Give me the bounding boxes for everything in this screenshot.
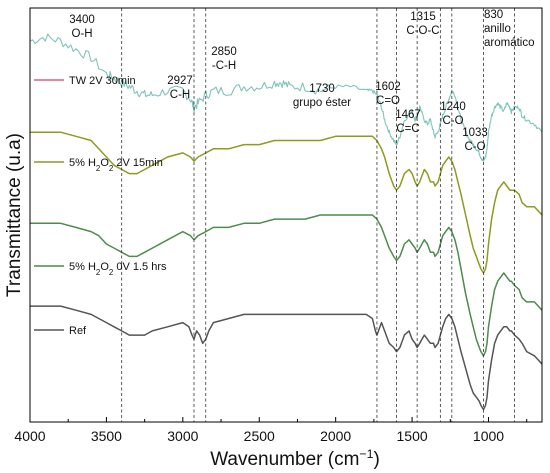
plot-frame — [29, 7, 543, 423]
label-run: O — [100, 261, 109, 273]
annotation-label: aromático — [484, 37, 535, 49]
x-tick-label: 2500 — [244, 428, 275, 444]
annotation-label: 830 — [484, 9, 503, 21]
legend-label: Ref — [69, 325, 87, 337]
annotation-label: C-H — [170, 89, 190, 101]
annotation-label: 3400 — [69, 14, 95, 26]
annotation-label: grupo éster — [293, 97, 351, 109]
series-line — [30, 131, 543, 274]
x-tick-label: 3000 — [167, 428, 198, 444]
x-tick-label: 3500 — [91, 428, 122, 444]
annotation-label: 1240 — [440, 101, 466, 113]
label-run: TW 2V 30min — [69, 75, 136, 87]
annotation-label: -C-H — [212, 60, 236, 72]
label-run: 5% H — [69, 157, 96, 169]
label-run: O — [100, 157, 109, 169]
annotation-label: C-O — [442, 115, 463, 127]
annotation-label: anillo — [484, 23, 511, 35]
annotation-label: 1467 — [395, 109, 421, 121]
label-run: 2 — [96, 164, 100, 173]
x-tick-label: 4000 — [14, 428, 45, 444]
x-axis-label: Wavenumber (cm−1) — [210, 447, 380, 470]
x-tick-label: 1000 — [473, 428, 504, 444]
reference-lines — [121, 8, 515, 422]
label-run: 5% H — [69, 261, 96, 273]
x-tick-label: 2000 — [320, 428, 351, 444]
annotation-label: 1033 — [462, 127, 488, 139]
legend-label: 5% H2O2 0V 1.5 hrs — [69, 261, 167, 277]
series-line — [30, 305, 543, 411]
legend-label: 5% H2O2 2V 15min — [69, 157, 163, 173]
annotation-label: 1730 — [309, 83, 335, 95]
label-run: −1 — [359, 447, 373, 461]
label-run: Ref — [69, 325, 87, 337]
annotation-label: C=C — [396, 123, 419, 135]
annotation-label: C-O-C — [406, 25, 439, 37]
annotation-label: C=O — [376, 95, 400, 107]
series-line — [30, 214, 543, 357]
annotation-layer: 3400 O-H 2927 C-H 2850 -C-H 1730 grupo éster 160… — [69, 9, 534, 153]
label-run: Wavenumber (cm — [210, 449, 359, 470]
annotation-label: 1315 — [410, 11, 436, 23]
annotation-label: O-H — [71, 28, 92, 40]
annotation-label: 2927 — [167, 75, 193, 87]
label-run: 2 — [109, 268, 113, 277]
legend-label: TW 2V 30min — [69, 75, 136, 87]
series-layer — [29, 33, 543, 411]
label-run: 2V 15min — [113, 157, 163, 169]
x-axis: 4000 3500 3000 2500 2000 1500 1000 — [14, 417, 528, 444]
annotation-label: 1602 — [375, 81, 401, 93]
label-run: ) — [373, 449, 379, 470]
annotation-label: C-O — [464, 141, 485, 153]
label-run: 0V 1.5 hrs — [113, 261, 167, 273]
series-line — [29, 33, 543, 162]
x-tick-label: 1500 — [397, 428, 428, 444]
annotation-label: 2850 — [211, 46, 237, 58]
label-run: 2 — [109, 164, 113, 173]
y-axis-label: Transmittance (u.a) — [4, 133, 25, 297]
label-run: 2 — [96, 268, 100, 277]
